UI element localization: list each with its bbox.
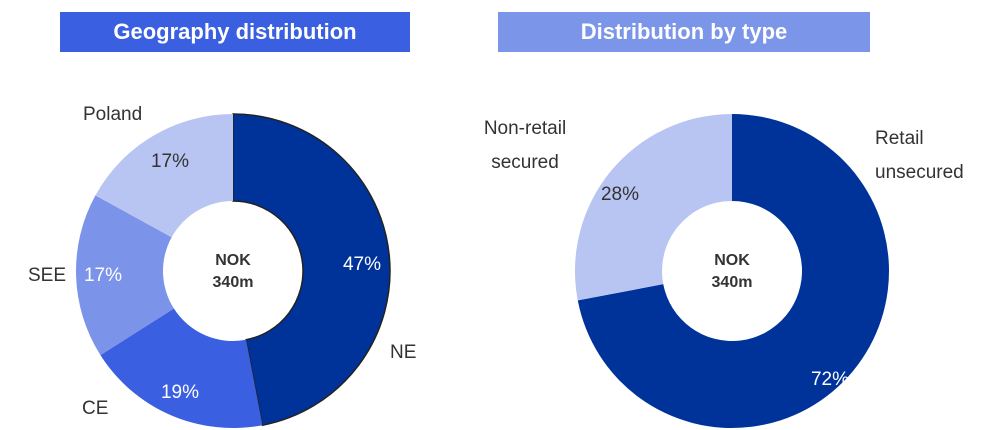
donut-slice bbox=[100, 308, 263, 428]
category-label: CE bbox=[82, 398, 109, 419]
title-bar bbox=[60, 12, 410, 52]
donut-slice bbox=[95, 114, 233, 238]
category-label: Non-retail secured bbox=[483, 118, 567, 173]
center-label: 340m bbox=[213, 274, 254, 291]
category-label: Poland bbox=[83, 104, 143, 125]
value-label: 28% bbox=[601, 184, 639, 205]
value-label: 17% bbox=[151, 151, 189, 172]
center-label: 340m bbox=[712, 274, 753, 291]
donut-slice bbox=[577, 114, 889, 428]
donut-slice bbox=[232, 113, 391, 427]
category-label: SEE bbox=[28, 265, 67, 286]
category-label: Retail unsecured bbox=[875, 128, 964, 183]
value-label: 19% bbox=[161, 382, 199, 403]
chart-title: Geography distribution bbox=[113, 19, 356, 44]
category-label: NE bbox=[390, 342, 417, 363]
center-label: NOK bbox=[215, 252, 251, 269]
value-label: 72% bbox=[811, 369, 849, 390]
value-label: 47% bbox=[343, 254, 381, 275]
donut-slice bbox=[575, 114, 732, 301]
value-label: 17% bbox=[84, 265, 122, 286]
title-bar bbox=[498, 12, 870, 52]
chart-title: Distribution by type bbox=[581, 19, 788, 44]
donut-slice bbox=[76, 195, 174, 356]
center-label: NOK bbox=[714, 252, 750, 269]
